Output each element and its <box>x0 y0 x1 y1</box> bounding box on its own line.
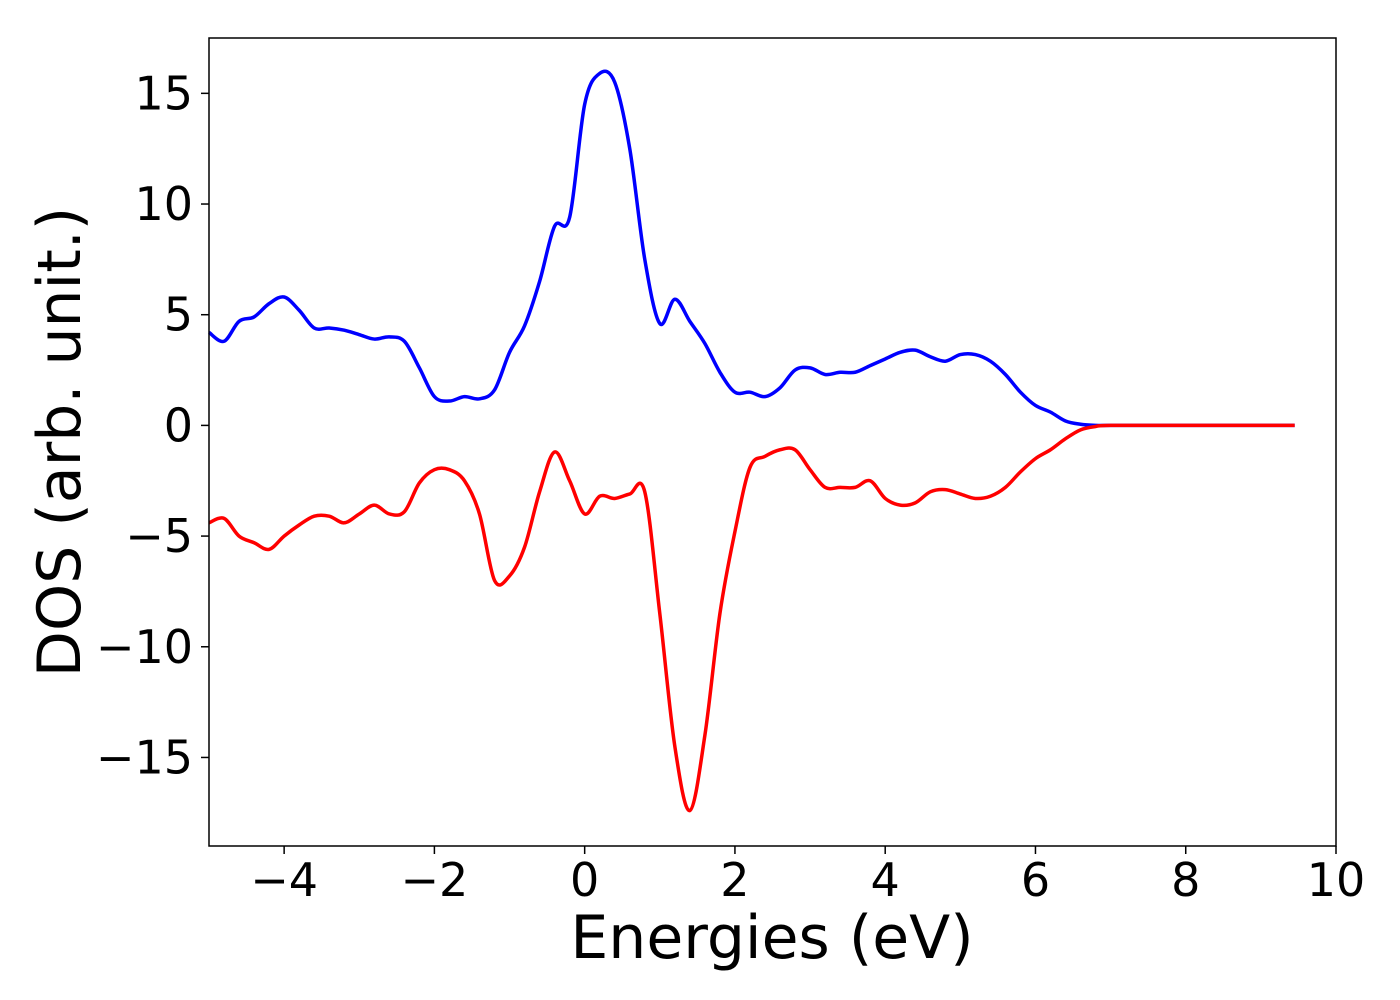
plot-frame <box>208 37 1337 847</box>
x-tick-label: −2 <box>400 853 468 907</box>
y-tick-label: −10 <box>96 620 193 674</box>
x-tick-label: 0 <box>570 853 599 907</box>
x-axis-title: Energies (eV) <box>570 903 973 973</box>
y-tick-label: 0 <box>164 398 193 452</box>
y-axis-title: DOS (arb. unit.) <box>25 207 95 677</box>
x-tick-label: 2 <box>720 853 749 907</box>
x-axis: −4 −2 0 2 4 6 8 10 <box>250 846 1365 907</box>
y-tick-label: −5 <box>125 509 193 563</box>
y-axis: −15 −10 −5 0 5 10 15 <box>96 66 209 784</box>
series-layer <box>207 69 1295 813</box>
x-tick-label: 6 <box>1021 853 1050 907</box>
series-line-1 <box>207 69 1295 428</box>
x-tick-label: 8 <box>1171 853 1200 907</box>
series-line-2 <box>208 423 1295 813</box>
x-tick-label: −4 <box>250 853 318 907</box>
y-tick-label: 5 <box>164 288 193 342</box>
x-tick-label: 10 <box>1307 853 1366 907</box>
y-tick-label: −15 <box>96 730 193 784</box>
y-tick-label: 10 <box>134 177 193 231</box>
y-tick-label: 15 <box>134 66 193 120</box>
x-tick-label: 4 <box>871 853 900 907</box>
